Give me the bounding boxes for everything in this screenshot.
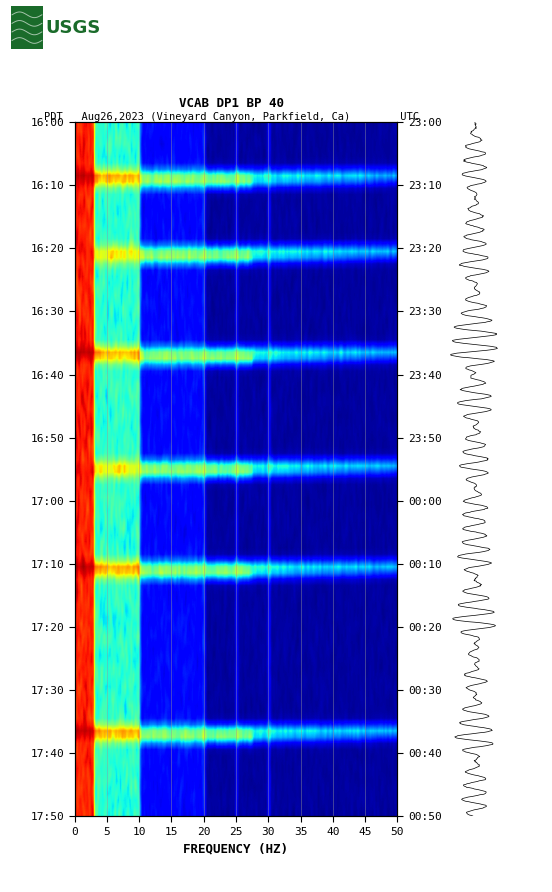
- Text: USGS: USGS: [46, 19, 101, 37]
- Text: PDT   Aug26,2023 (Vineyard Canyon, Parkfield, Ca)        UTC: PDT Aug26,2023 (Vineyard Canyon, Parkfie…: [44, 112, 420, 122]
- Bar: [11, 6, 43, 49]
- X-axis label: FREQUENCY (HZ): FREQUENCY (HZ): [183, 842, 289, 855]
- Text: VCAB DP1 BP 40: VCAB DP1 BP 40: [179, 96, 284, 110]
